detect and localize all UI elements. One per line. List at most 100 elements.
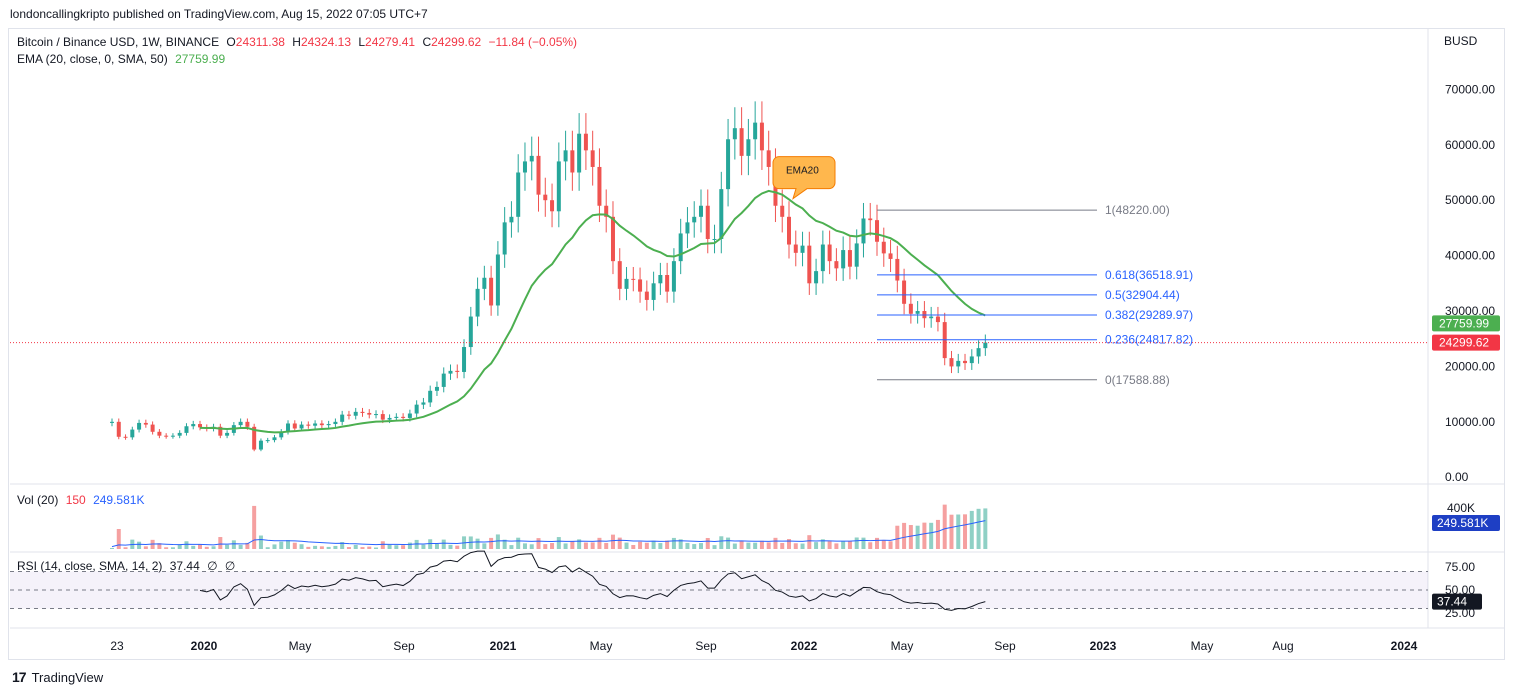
rsi-legend-ma: ∅ xyxy=(207,559,218,573)
candle-body xyxy=(191,424,196,427)
candle-body xyxy=(184,426,189,433)
candle-body xyxy=(286,423,291,432)
price-tick-label: 10000.00 xyxy=(1445,415,1495,429)
volume-bar xyxy=(604,542,609,549)
volume-bar xyxy=(638,541,643,549)
volume-bar xyxy=(272,544,277,549)
candle-body xyxy=(130,429,135,438)
volume-bar xyxy=(712,545,717,549)
volume-bar xyxy=(820,539,825,549)
candle-body xyxy=(807,245,812,284)
volume-bar xyxy=(942,504,947,549)
volume-bar xyxy=(800,543,805,549)
candle-body xyxy=(326,424,331,426)
volume-bar xyxy=(218,537,223,549)
volume-bar xyxy=(719,536,724,549)
candle-body xyxy=(380,414,385,420)
time-tick-label: Aug xyxy=(1272,639,1293,653)
candle-body xyxy=(834,261,839,269)
volume-bar xyxy=(597,537,602,549)
candle-body xyxy=(164,435,169,437)
fib-level-label: 0.5(32904.44) xyxy=(1105,288,1180,302)
volume-bar xyxy=(644,542,649,549)
volume-bar xyxy=(258,535,263,549)
candle-body xyxy=(529,155,534,162)
footer[interactable]: 17 TradingView xyxy=(12,669,103,685)
ema20-callout xyxy=(772,156,836,200)
candle-body xyxy=(604,205,609,217)
candle-body xyxy=(265,440,270,442)
volume-bar xyxy=(908,525,913,549)
rsi-tick-label: 75.00 xyxy=(1445,560,1475,574)
time-tick-label: Sep xyxy=(994,639,1016,653)
volume-bar xyxy=(814,542,819,549)
candle-body xyxy=(468,316,473,348)
volume-bar xyxy=(529,544,534,549)
volume-bar xyxy=(617,537,622,549)
candle-body xyxy=(929,316,934,319)
volume-bar xyxy=(570,541,575,549)
volume-bar xyxy=(915,525,920,549)
volume-bar xyxy=(489,537,494,549)
volume-bar xyxy=(759,540,764,549)
candle-body xyxy=(502,222,507,255)
volume-bar xyxy=(401,545,406,549)
volume-bar xyxy=(983,508,988,549)
volume-bar xyxy=(685,542,690,549)
volume-bar xyxy=(543,544,548,549)
volume-bar xyxy=(861,537,866,549)
volume-bar xyxy=(834,543,839,549)
volume-bar xyxy=(482,543,487,549)
candle-body xyxy=(908,303,913,314)
time-tick-label: 23 xyxy=(110,639,124,653)
volume-bar xyxy=(847,541,852,549)
open-label: O xyxy=(226,35,236,49)
volume-bar xyxy=(732,543,737,549)
volume-bar xyxy=(516,537,521,549)
volume-bar xyxy=(956,514,961,549)
volume-bar xyxy=(374,547,379,549)
candle-body xyxy=(739,128,744,156)
candle-body xyxy=(170,435,175,437)
volume-bar xyxy=(245,542,250,549)
volume-bar xyxy=(110,547,114,549)
symbol-label[interactable]: Bitcoin / Binance USD, 1W, BINANCE xyxy=(17,35,220,49)
candle-body xyxy=(482,277,487,289)
volume-bar xyxy=(610,534,615,549)
candle-body xyxy=(137,422,142,430)
rsi-line xyxy=(199,550,986,611)
volume-bar xyxy=(692,544,697,549)
rsi-legend: RSI (14, close, SMA, 14, 2) 37.44 ∅ ∅ xyxy=(17,559,239,573)
volume-bar xyxy=(428,539,433,549)
close-label: C xyxy=(422,35,432,49)
candle-body xyxy=(489,277,494,306)
volume-legend-label[interactable]: Vol (20) xyxy=(17,493,59,507)
candle-body xyxy=(292,423,297,429)
candle-body xyxy=(651,283,656,300)
volume-bar xyxy=(441,539,446,549)
ema-legend-label[interactable]: EMA (20, close, 0, SMA, 50) xyxy=(17,52,168,66)
candle-body xyxy=(333,421,338,425)
volume-bar xyxy=(522,543,527,549)
fib-level-label: 0.382(29289.97) xyxy=(1105,308,1193,322)
rsi-legend-label[interactable]: RSI (14, close, SMA, 14, 2) xyxy=(17,559,163,573)
candle-body xyxy=(374,414,379,416)
volume-bar xyxy=(407,542,412,549)
candle-body xyxy=(272,437,277,441)
volume-bar xyxy=(895,525,900,549)
rsi-tick-label: 50.00 xyxy=(1445,583,1475,597)
volume-bar xyxy=(841,541,846,549)
close-value: 24299.62 xyxy=(431,35,482,49)
volume-bar xyxy=(976,508,981,549)
ema-group: EMA20 xyxy=(200,156,986,434)
rsi-legend-ma2: ∅ xyxy=(224,559,236,573)
time-tick-label: 2022 xyxy=(791,639,818,653)
candle-body xyxy=(841,250,846,269)
volume-bar xyxy=(827,541,832,549)
volume-bar xyxy=(340,542,345,549)
volume-bar xyxy=(387,544,392,549)
volume-bar xyxy=(265,547,270,549)
ema-price-tag-text: 27759.99 xyxy=(1439,316,1489,330)
candle-body xyxy=(895,258,900,281)
